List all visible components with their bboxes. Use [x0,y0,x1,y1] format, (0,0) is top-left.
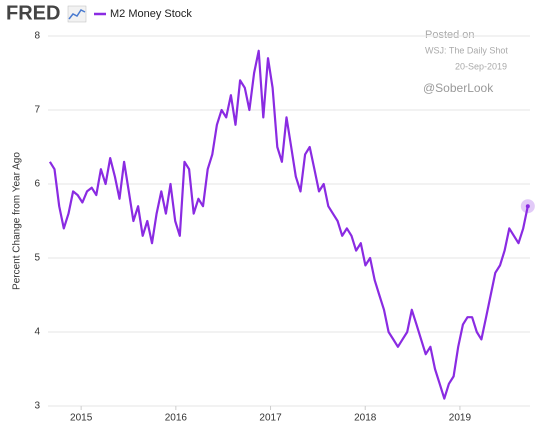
annotation: Posted on [425,29,475,41]
x-tick-label: 2015 [70,413,93,424]
legend-label: M2 Money Stock [110,8,192,20]
line [48,49,529,400]
y-tick-label: 3 [34,401,40,412]
y-tick-label: 8 [34,31,40,42]
logo-icon [67,5,87,23]
x-tick-label: 2016 [165,413,188,424]
x-tick-label: 2017 [259,413,282,424]
y-tick-label: 5 [34,253,40,264]
x-tick-label: 2019 [449,413,472,424]
x-tick-label: 2018 [354,413,377,424]
y-tick-label: 7 [34,105,40,116]
annotation: @SoberLook [423,81,494,95]
logo: FRED [6,2,60,24]
annotation: 20-Sep-2019 [455,61,507,71]
y-tick-label: 6 [34,179,40,190]
y-tick-label: 4 [34,327,40,338]
annotation: WSJ: The Daily Shot [425,45,508,55]
end-point [525,204,530,209]
y-axis-label: Percent Change from Year Ago [12,152,23,290]
